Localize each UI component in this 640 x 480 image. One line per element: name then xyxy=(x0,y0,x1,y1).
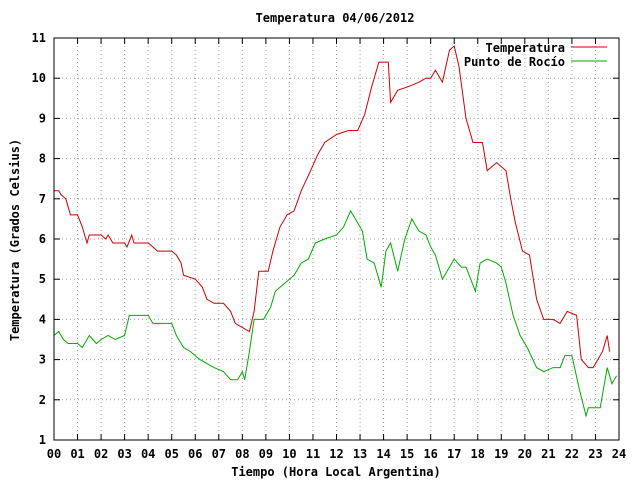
grid xyxy=(54,38,619,440)
x-tick-label: 20 xyxy=(518,447,532,461)
x-tick-label: 10 xyxy=(282,447,296,461)
x-tick-label: 24 xyxy=(612,447,626,461)
y-tick-label: 6 xyxy=(39,232,46,246)
x-tick-label: 06 xyxy=(188,447,202,461)
x-tick-labels: 00 01 02 03 04 05 06 07 08 09 10 11 12 13 14 15 16 17 18 19… xyxy=(47,447,626,461)
y-axis-label: Temperatura (Grados Celsius) xyxy=(8,139,22,341)
x-tick-label: 15 xyxy=(400,447,414,461)
y-tick-label: 4 xyxy=(39,312,46,326)
y-tick-label: 9 xyxy=(39,111,46,125)
y-tick-label: 2 xyxy=(39,393,46,407)
y-tick-label: 3 xyxy=(39,353,46,367)
x-tick-label: 14 xyxy=(376,447,390,461)
x-tick-label: 01 xyxy=(70,447,84,461)
x-tick-label: 04 xyxy=(141,447,155,461)
series-line-punto-de-rocio xyxy=(53,209,618,418)
x-tick-label: 16 xyxy=(423,447,437,461)
x-tick-label: 05 xyxy=(164,447,178,461)
x-tick-label: 12 xyxy=(329,447,343,461)
chart-title: Temperatura 04/06/2012 xyxy=(256,11,415,25)
x-tick-label: 11 xyxy=(306,447,320,461)
series-line-temperatura xyxy=(54,45,611,369)
x-tick-label: 13 xyxy=(353,447,367,461)
x-tick-label: 03 xyxy=(117,447,131,461)
x-tick-label: 21 xyxy=(541,447,555,461)
plot-frame xyxy=(53,37,620,441)
x-tick-label: 22 xyxy=(565,447,579,461)
y-tick-label: 1 xyxy=(39,433,46,447)
x-tick-label: 02 xyxy=(94,447,108,461)
x-tick-label: 23 xyxy=(588,447,602,461)
x-axis-label: Tiempo (Hora Local Argentina) xyxy=(231,465,441,479)
y-tick-label: 11 xyxy=(32,31,46,45)
x-tick-label: 18 xyxy=(471,447,485,461)
x-tick-label: 08 xyxy=(235,447,249,461)
x-tick-label: 17 xyxy=(447,447,461,461)
y-tick-label: 5 xyxy=(39,272,46,286)
x-tick-label: 07 xyxy=(212,447,226,461)
y-tick-label: 8 xyxy=(39,152,46,166)
axis-ticks xyxy=(53,37,620,441)
x-tick-label: 09 xyxy=(259,447,273,461)
x-tick-label: 00 xyxy=(47,447,61,461)
y-tick-label: 10 xyxy=(32,71,46,85)
series-lines xyxy=(53,45,618,418)
legend-label-temperatura: Temperatura xyxy=(486,41,565,55)
x-tick-label: 19 xyxy=(494,447,508,461)
y-tick-labels: 1 2 3 4 5 6 7 8 9 10 11 xyxy=(32,31,46,447)
y-tick-label: 7 xyxy=(39,192,46,206)
legend-label-punto-de-rocio: Punto de Rocío xyxy=(464,55,565,69)
legend: Temperatura Punto de Rocío xyxy=(464,41,607,69)
